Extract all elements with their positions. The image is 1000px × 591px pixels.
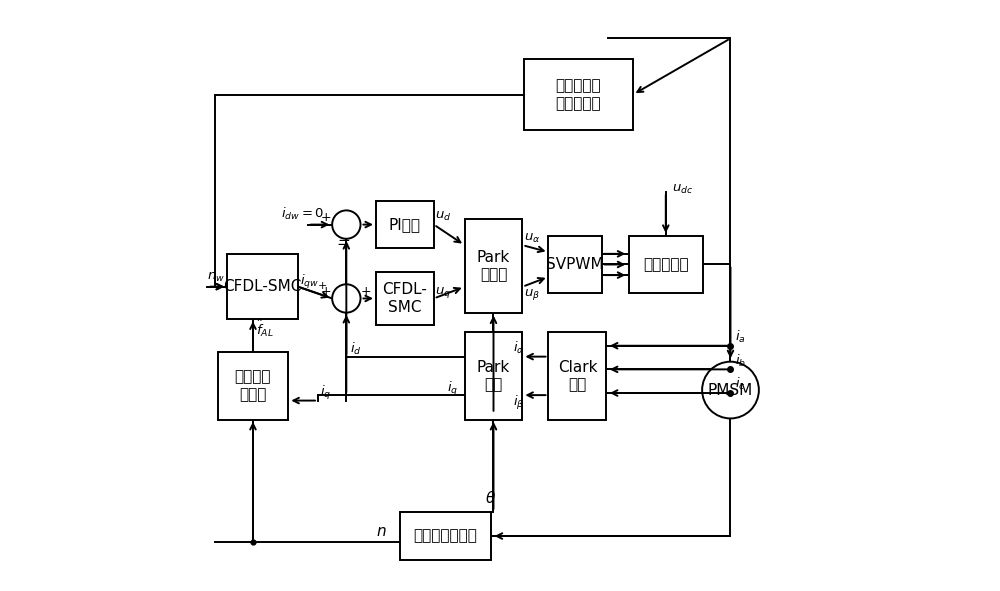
Text: $i_\alpha$: $i_\alpha$ <box>513 340 525 356</box>
Text: $u_\alpha$: $u_\alpha$ <box>524 232 540 245</box>
Text: +: + <box>321 285 332 298</box>
Text: CFDL-
SMC: CFDL- SMC <box>382 282 427 314</box>
Text: 螺旋桨负载
与未知扰动: 螺旋桨负载 与未知扰动 <box>555 79 601 111</box>
Text: 三相逆变器: 三相逆变器 <box>643 257 689 272</box>
FancyBboxPatch shape <box>629 236 703 293</box>
Text: $i_{dw}=0$: $i_{dw}=0$ <box>281 206 325 222</box>
Text: +: + <box>318 281 327 291</box>
Text: CFDL-SMC: CFDL-SMC <box>223 279 302 294</box>
Text: SVPWM: SVPWM <box>546 257 604 272</box>
FancyBboxPatch shape <box>400 512 491 560</box>
FancyBboxPatch shape <box>376 201 434 248</box>
Text: Park
逆变换: Park 逆变换 <box>477 250 510 282</box>
Text: −: − <box>337 238 350 252</box>
Text: +: + <box>361 285 372 298</box>
FancyBboxPatch shape <box>465 219 522 313</box>
Text: PI控制: PI控制 <box>389 217 421 232</box>
Text: $\theta$: $\theta$ <box>485 490 496 506</box>
FancyBboxPatch shape <box>465 332 522 420</box>
Text: $i_q$: $i_q$ <box>447 379 458 398</box>
Text: $i_q$: $i_q$ <box>320 384 332 402</box>
Text: $i_b$: $i_b$ <box>735 353 746 369</box>
FancyBboxPatch shape <box>227 254 298 319</box>
FancyBboxPatch shape <box>548 332 606 420</box>
Circle shape <box>332 284 361 313</box>
Text: +: + <box>321 211 332 224</box>
Text: 位置和速度检测: 位置和速度检测 <box>413 528 477 544</box>
Text: $i_\beta$: $i_\beta$ <box>513 394 524 412</box>
Text: Clark
变换: Clark 变换 <box>558 360 597 392</box>
Circle shape <box>332 210 361 239</box>
FancyBboxPatch shape <box>524 59 633 130</box>
Text: $u_{dc}$: $u_{dc}$ <box>672 183 693 196</box>
Text: PMSM: PMSM <box>708 382 753 398</box>
Text: $n_w$: $n_w$ <box>207 271 225 284</box>
Circle shape <box>702 362 759 418</box>
FancyBboxPatch shape <box>218 352 288 420</box>
Text: $\hat{f}_{AL}$: $\hat{f}_{AL}$ <box>256 318 274 339</box>
FancyBboxPatch shape <box>548 236 602 293</box>
Text: $u_q$: $u_q$ <box>435 285 451 300</box>
Text: −: − <box>338 233 350 248</box>
Text: Park
变换: Park 变换 <box>477 360 510 392</box>
Text: 扩张状态
观测器: 扩张状态 观测器 <box>235 369 271 402</box>
Text: $i_d$: $i_d$ <box>350 341 361 357</box>
Text: $n$: $n$ <box>376 524 387 539</box>
Text: $i_{qw}$: $i_{qw}$ <box>300 273 319 291</box>
Text: $i_c$: $i_c$ <box>735 376 746 392</box>
FancyBboxPatch shape <box>376 272 434 325</box>
Text: $u_\beta$: $u_\beta$ <box>524 287 540 303</box>
Text: $i_a$: $i_a$ <box>735 329 746 345</box>
Text: $u_d$: $u_d$ <box>435 210 451 223</box>
